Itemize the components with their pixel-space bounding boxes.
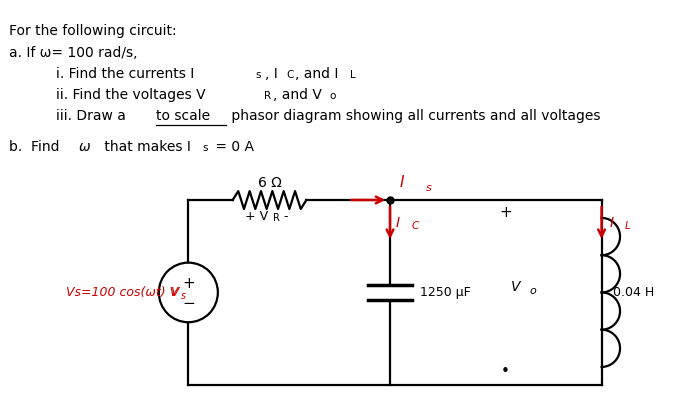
Text: R: R (264, 91, 271, 101)
Text: V: V (170, 286, 178, 299)
Text: Vs=100 cos(ωt) V: Vs=100 cos(ωt) V (66, 286, 178, 299)
Text: to scale: to scale (156, 109, 211, 122)
Text: phasor diagram showing all currents and all voltages: phasor diagram showing all currents and … (227, 109, 600, 122)
Text: •: • (501, 364, 510, 380)
Text: ω: ω (78, 140, 90, 155)
Text: L: L (350, 70, 356, 80)
Text: I: I (396, 216, 400, 230)
Text: + V: + V (246, 210, 269, 223)
Text: , and I: , and I (295, 67, 339, 81)
Text: C: C (412, 221, 419, 231)
Text: b.  Find: b. Find (9, 140, 64, 155)
Text: ii. Find the voltages V: ii. Find the voltages V (55, 88, 205, 102)
Text: V: V (510, 280, 520, 294)
Text: s: s (426, 183, 431, 193)
Text: I: I (610, 216, 614, 230)
Text: , and V: , and V (273, 88, 322, 102)
Text: s: s (181, 291, 186, 301)
Text: , I: , I (265, 67, 278, 81)
Text: s: s (202, 143, 208, 153)
Text: C: C (286, 70, 293, 80)
Text: iii. Draw a: iii. Draw a (55, 109, 130, 122)
Text: R: R (274, 213, 280, 223)
Text: a. If ω= 100 rad/s,: a. If ω= 100 rad/s, (9, 46, 138, 60)
Text: o: o (529, 286, 536, 296)
Text: 6 Ω: 6 Ω (258, 176, 281, 190)
Text: o: o (330, 91, 336, 101)
Text: 0.04 H: 0.04 H (613, 286, 655, 299)
Text: +: + (182, 276, 195, 291)
Text: L: L (625, 221, 631, 231)
Text: For the following circuit:: For the following circuit: (9, 24, 177, 38)
Text: +: + (499, 206, 512, 220)
Text: s: s (256, 70, 261, 80)
Text: I: I (400, 175, 405, 190)
Text: that makes I: that makes I (100, 140, 191, 155)
Text: −: − (182, 296, 195, 311)
Text: 1250 μF: 1250 μF (419, 286, 470, 299)
Text: = 0 A: = 0 A (211, 140, 255, 155)
Text: i. Find the currents I: i. Find the currents I (55, 67, 194, 81)
Text: -: - (280, 210, 288, 223)
